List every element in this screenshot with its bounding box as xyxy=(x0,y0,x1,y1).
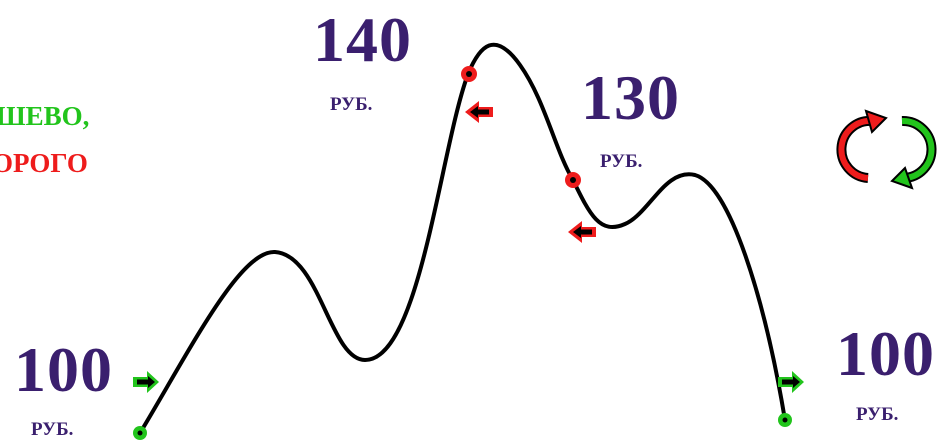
price-unit-4: РУБ. xyxy=(856,404,899,425)
price-marker-2 xyxy=(461,66,477,82)
price-value-4: 100 xyxy=(836,318,935,389)
price-curve xyxy=(138,42,787,435)
price-marker-1 xyxy=(133,426,147,440)
price-unit-3: РУБ. xyxy=(600,151,643,172)
price-unit-1: РУБ. xyxy=(31,419,74,440)
arrow-left-icon xyxy=(465,101,493,123)
arrow-right-icon xyxy=(778,371,804,393)
arrow-left-icon xyxy=(568,221,596,243)
price-value-3: 130 xyxy=(581,62,680,133)
price-value-1: 100 xyxy=(14,334,113,405)
caption-expensive: ОРОГО xyxy=(0,148,88,178)
price-marker-3 xyxy=(565,172,581,188)
price-marker-4 xyxy=(778,413,792,427)
price-value-2: 140 xyxy=(313,4,412,75)
arrow-right-icon xyxy=(133,371,159,393)
refresh-cycle-icon xyxy=(836,109,937,190)
caption-cheap: ШЕВО, xyxy=(0,101,90,131)
price-unit-2: РУБ. xyxy=(330,94,373,115)
